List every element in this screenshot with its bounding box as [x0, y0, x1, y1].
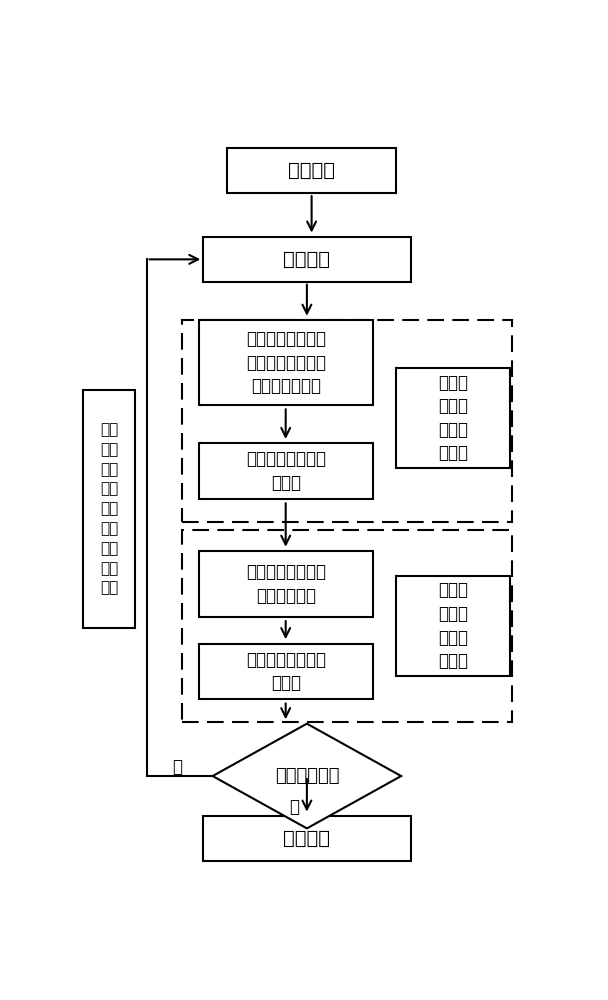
Text: 是: 是: [289, 798, 299, 816]
Text: 计算模型间的行为
轮廓一致性度: 计算模型间的行为 轮廓一致性度: [246, 563, 326, 605]
Text: 日志与
模型间
的一致
性分析: 日志与 模型间 的一致 性分析: [438, 374, 468, 462]
Text: 重放日志: 重放日志: [283, 250, 330, 269]
Text: 调整模型，择优，
得模型: 调整模型，择优， 得模型: [246, 450, 326, 492]
FancyBboxPatch shape: [182, 530, 512, 722]
FancyBboxPatch shape: [203, 237, 410, 282]
FancyBboxPatch shape: [198, 443, 373, 499]
FancyBboxPatch shape: [203, 816, 410, 861]
FancyBboxPatch shape: [198, 551, 373, 617]
Text: 模型与
模型间
的一致
性分析: 模型与 模型间 的一致 性分析: [438, 581, 468, 670]
Text: 日志重放完毕: 日志重放完毕: [275, 767, 339, 785]
FancyBboxPatch shape: [198, 320, 373, 405]
FancyBboxPatch shape: [396, 576, 510, 676]
FancyBboxPatch shape: [83, 389, 135, 628]
Text: 初始模型: 初始模型: [288, 161, 335, 180]
Text: 否: 否: [172, 758, 182, 776]
Text: 调整模型，择优，
得模型: 调整模型，择优， 得模型: [246, 651, 326, 692]
FancyBboxPatch shape: [198, 644, 373, 699]
Polygon shape: [213, 724, 401, 828]
Text: 所选
日志
皆是
剩余
日志
中频
数最
大的
日志: 所选 日志 皆是 剩余 日志 中频 数最 大的 日志: [100, 422, 118, 596]
FancyBboxPatch shape: [182, 320, 512, 522]
Text: 输出模型: 输出模型: [283, 829, 330, 848]
FancyBboxPatch shape: [227, 148, 396, 193]
FancyBboxPatch shape: [396, 368, 510, 468]
Text: 计算日志与模型的
合理性、行为适当
性、结构适当性: 计算日志与模型的 合理性、行为适当 性、结构适当性: [246, 330, 326, 395]
